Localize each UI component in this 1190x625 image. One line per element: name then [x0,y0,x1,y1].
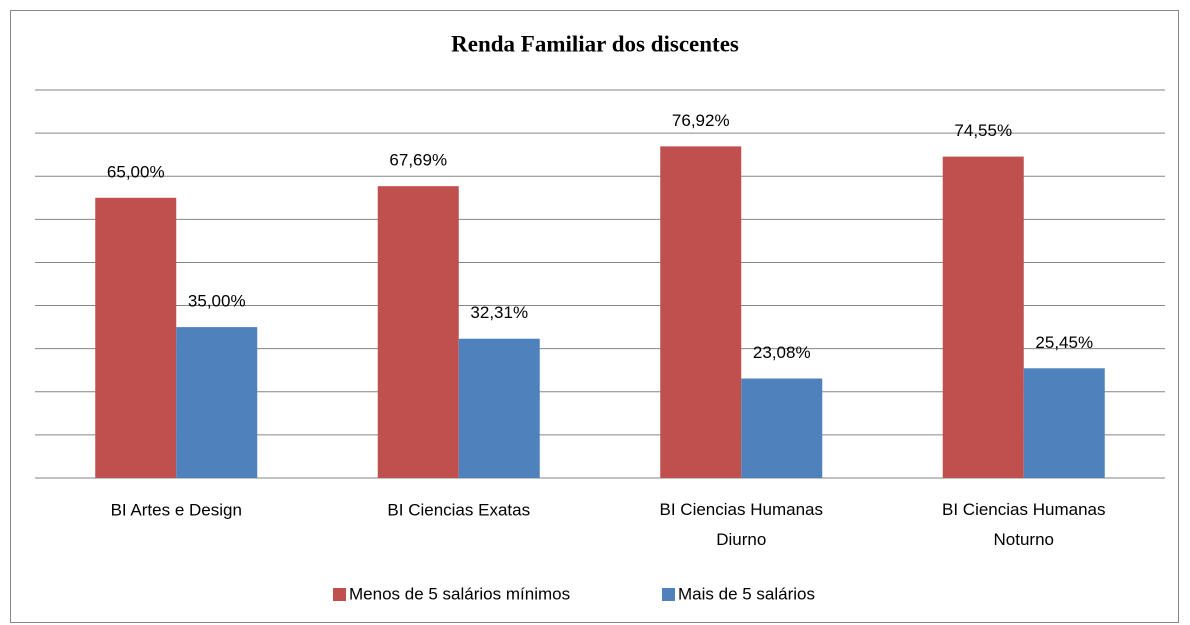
legend-label: Menos de 5 salários mínimos [349,584,570,603]
legend-label: Mais de 5 salários [678,584,815,603]
bar [1023,368,1105,478]
legend-swatch [662,588,675,601]
bar [660,146,742,478]
bar [377,186,459,478]
bar [95,197,177,478]
data-label: 23,08% [753,343,811,362]
data-label: 32,31% [470,303,528,322]
x-tick-label: BI Ciencias Humanas Diurno [660,500,823,549]
bar [741,378,823,478]
data-label: 76,92% [672,111,730,130]
x-tick-label: BI Ciencias Humanas Noturno [942,500,1105,549]
bar [176,327,258,478]
x-tick-label: BI Ciencias Exatas [387,500,530,519]
x-tick-label: BI Artes e Design [111,500,242,519]
data-label: 25,45% [1035,333,1093,352]
data-label: 74,55% [954,121,1012,140]
bar [942,156,1024,478]
chart-title: Renda Familiar dos discentes [451,31,739,56]
legend-swatch [333,588,346,601]
data-label: 35,00% [188,292,246,311]
data-label: 65,00% [107,162,165,181]
bar [458,338,540,478]
data-label: 67,69% [389,151,447,170]
